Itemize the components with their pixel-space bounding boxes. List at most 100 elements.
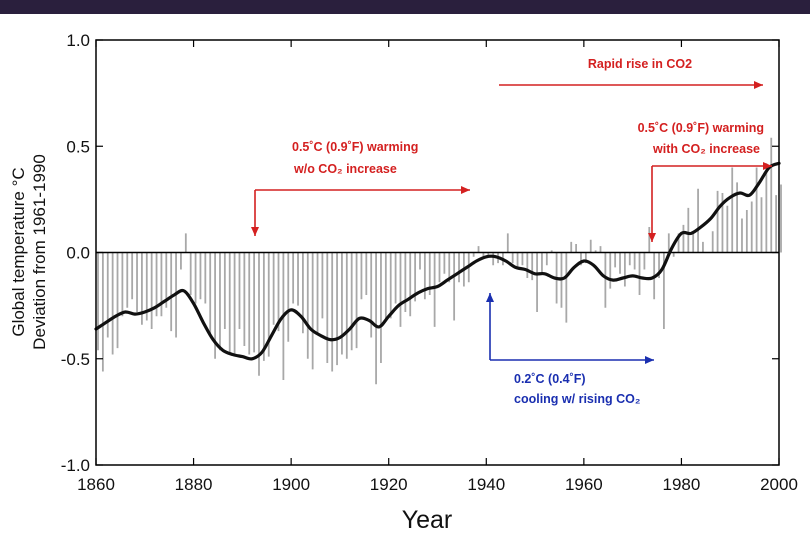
bar-1956 (565, 252, 568, 323)
bar-1953 (550, 250, 553, 253)
bar-1904 (311, 252, 314, 370)
bar-1897 (277, 252, 280, 332)
x-tick-label-2000: 2000 (760, 475, 798, 494)
x-tick-label-1960: 1960 (565, 475, 603, 494)
bar-1987 (716, 190, 719, 253)
bar-1933 (453, 252, 456, 321)
bar-1947 (521, 252, 524, 266)
bar-1882 (204, 252, 207, 304)
bar-1931 (443, 252, 446, 274)
x-tick-label-1920: 1920 (370, 475, 408, 494)
x-tick-label-1940: 1940 (467, 475, 505, 494)
bar-1870 (145, 252, 148, 321)
annotation-cooling-line2: cooling w/ rising CO₂ (514, 392, 640, 406)
bar-1945 (511, 252, 514, 264)
bar-1928 (428, 252, 431, 295)
bar-1930 (438, 252, 441, 283)
bar-1999 (775, 195, 778, 253)
y-tick-label: 0.5 (66, 137, 90, 156)
y-axis-ticks: 1.0 0.5 0.0 -0.5 -1.0 (61, 31, 779, 475)
bar-1884 (214, 252, 216, 359)
bar-2000 (780, 184, 782, 253)
bar-1890 (243, 252, 246, 346)
bar-1867 (131, 252, 134, 300)
bar-1949 (531, 252, 534, 281)
y-tick-label: 1.0 (66, 31, 90, 50)
bar-1881 (199, 252, 202, 300)
bar-1992 (741, 218, 743, 253)
bar-1989 (726, 205, 729, 253)
bar-1875 (170, 252, 173, 332)
smoothed-line (94, 161, 781, 361)
bar-1996 (760, 197, 763, 253)
annotation-warming-2-line1: 0.5˚C (0.9˚F) warming (638, 121, 764, 135)
bar-1918 (380, 252, 382, 363)
bar-1900 (292, 252, 295, 304)
bar-1889 (238, 252, 241, 329)
bar-1969 (628, 252, 631, 266)
x-tick-label-1860: 1860 (77, 475, 115, 494)
bar-1893 (258, 252, 260, 376)
bar-1872 (155, 252, 158, 317)
bar-1958 (575, 244, 577, 253)
bar-1861 (101, 252, 104, 372)
bar-1863 (111, 252, 114, 355)
annotation-warming-2-line2: with CO₂ increase (652, 142, 760, 156)
bar-1973 (648, 227, 651, 253)
bar-1981 (687, 207, 690, 253)
x-axis-label: Year (402, 506, 453, 534)
bar-1869 (141, 252, 143, 325)
bar-1921 (394, 252, 397, 304)
bar-1937 (472, 252, 475, 257)
annotation-cooling-line1: 0.2˚C (0.4˚F) (514, 372, 586, 386)
bar-1925 (414, 252, 417, 302)
bar-1962 (594, 250, 597, 253)
bar-1997 (765, 163, 768, 253)
bar-1948 (526, 252, 529, 278)
bar-1965 (609, 252, 612, 289)
bar-1880 (194, 252, 197, 304)
bar-1913 (355, 252, 358, 349)
bar-1938 (477, 246, 480, 253)
bar-1988 (721, 193, 724, 253)
bar-1919 (384, 252, 387, 321)
x-axis-ticks: 1860 1880 1900 1920 1940 1960 1980 2000 (77, 40, 798, 494)
bar-1944 (506, 233, 509, 253)
bar-1994 (750, 201, 753, 253)
y-axis-label-line2: Deviation from 1961-1990 (30, 154, 49, 350)
bar-1886 (223, 252, 226, 329)
bar-1929 (433, 252, 436, 327)
top-border-bar (0, 0, 810, 14)
annual-bars (97, 137, 782, 385)
bar-1984 (702, 241, 704, 253)
bar-1982 (692, 233, 695, 253)
bar-1986 (711, 231, 714, 253)
bar-1934 (458, 252, 460, 283)
bar-1932 (448, 252, 451, 283)
bar-1915 (365, 252, 368, 295)
bar-1862 (106, 252, 109, 338)
bar-1912 (350, 252, 353, 351)
bar-1941 (492, 252, 495, 266)
bar-1991 (736, 182, 738, 253)
bar-1874 (165, 252, 168, 308)
bar-1998 (770, 137, 773, 253)
bar-1995 (755, 167, 758, 253)
bar-1961 (589, 239, 592, 253)
bar-1926 (419, 252, 421, 270)
bar-1970 (633, 252, 636, 270)
bar-1960 (584, 252, 587, 264)
x-tick-label-1880: 1880 (175, 475, 213, 494)
bar-1909 (336, 252, 338, 366)
bar-1966 (614, 252, 617, 268)
bar-1892 (253, 252, 256, 353)
bar-1901 (297, 252, 299, 306)
bar-1899 (287, 252, 290, 342)
y-axis-label: Global temperature °C Deviation from 196… (9, 154, 49, 350)
bar-1993 (745, 210, 748, 253)
bar-1968 (623, 252, 626, 287)
annotation-warming-1-line1: 0.5˚C (0.9˚F) warming (292, 140, 418, 154)
bar-1983 (697, 188, 699, 253)
bar-1894 (262, 252, 265, 361)
